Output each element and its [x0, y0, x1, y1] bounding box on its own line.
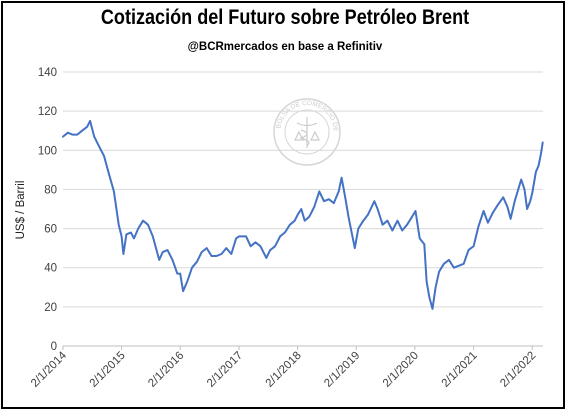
x-tick-label: 2/1/2014 [29, 349, 70, 390]
series-group [62, 119, 544, 310]
chart-title: Cotización del Futuro sobre Petróleo Bre… [100, 6, 470, 29]
y-axis-label: US$ / Barril [15, 181, 27, 240]
x-tick-label: 2/1/2016 [146, 350, 186, 390]
caduceus-seal-icon [294, 117, 320, 148]
x-tick-label: 2/1/2019 [322, 350, 362, 390]
series-line [62, 119, 544, 310]
y-axis: 0 20 40 60 80 100 120 140 [38, 67, 57, 353]
x-tick-label: 2/1/2020 [381, 350, 421, 390]
chart-frame [1, 1, 565, 409]
y-tick-label: 20 [44, 302, 57, 314]
y-tick-label: 80 [44, 184, 57, 196]
y-tick-label: 40 [44, 263, 57, 275]
x-tick-label: 2/1/2015 [88, 350, 128, 390]
x-tick-label: 2/1/2022 [498, 350, 538, 390]
y-tick-label: 120 [38, 106, 57, 118]
y-tick-label: 0 [51, 341, 57, 353]
y-tick-label: 100 [38, 145, 57, 157]
y-tick-label: 140 [38, 67, 57, 79]
gridlines [63, 71, 543, 347]
x-tick-label: 2/1/2017 [205, 350, 245, 390]
x-axis: 2/1/2014 2/1/2015 2/1/2016 2/1/2017 2/1/2018… [29, 346, 538, 390]
y-tick-label: 60 [44, 224, 57, 236]
watermark-seal: BOLSA DE COMERCIO DE ROSARIO [273, 98, 341, 166]
chart-subtitle: @BCRmercados en base a Refinitiv [187, 41, 383, 53]
x-tick-label: 2/1/2021 [440, 350, 480, 390]
x-tick-label: 2/1/2018 [264, 350, 304, 390]
